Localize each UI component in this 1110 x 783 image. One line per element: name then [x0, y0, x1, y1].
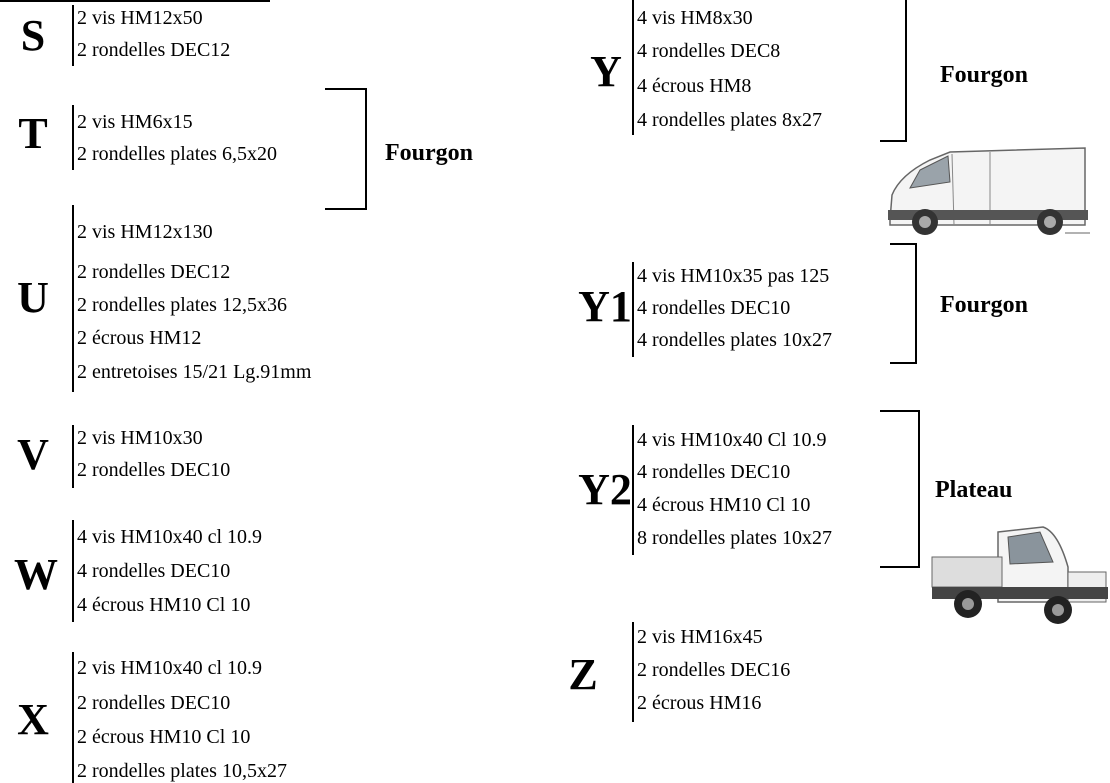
- bracket: [880, 140, 907, 142]
- bracket: [325, 208, 367, 210]
- group-bar: [632, 262, 634, 357]
- bracket: [905, 0, 907, 140]
- part-item: 4 écrous HM10 Cl 10: [77, 594, 251, 616]
- part-item: 2 entretoises 15/21 Lg.91mm: [77, 361, 312, 383]
- part-item: 2 rondelles DEC12: [77, 39, 231, 61]
- part-item: 2 rondelles plates 6,5x20: [77, 143, 277, 165]
- group-bar: [72, 520, 74, 622]
- group-bar: [632, 0, 634, 135]
- part-item: 4 rondelles DEC8: [637, 40, 781, 62]
- part-item: 2 vis HM16x45: [637, 626, 763, 648]
- group-letter: Z: [568, 650, 598, 699]
- group-letter: Y: [590, 47, 622, 96]
- part-item: 2 écrous HM16: [637, 692, 762, 714]
- group-letter: Y2: [578, 465, 632, 514]
- group-letter: U: [17, 273, 49, 322]
- group-letter: W: [14, 550, 58, 599]
- part-item: 8 rondelles plates 10x27: [637, 527, 832, 549]
- part-item: 4 vis HM8x30: [637, 7, 753, 29]
- vehicle-tag: Fourgon: [940, 62, 1029, 88]
- part-item: 4 écrous HM10 Cl 10: [637, 494, 811, 516]
- part-item: 2 vis HM12x50: [77, 7, 203, 29]
- vehicle-tag: Fourgon: [940, 292, 1029, 318]
- bracket: [918, 410, 920, 566]
- group-letter: T: [18, 109, 48, 158]
- bracket: [890, 243, 917, 245]
- part-item: 2 rondelles plates 10,5x27: [77, 760, 287, 782]
- part-item: 2 rondelles DEC10: [77, 692, 231, 714]
- part-item: 2 vis HM10x30: [77, 427, 203, 449]
- part-item: 2 vis HM12x130: [77, 221, 213, 243]
- vehicle-tag: Fourgon: [385, 140, 474, 166]
- bracket: [890, 362, 917, 364]
- part-item: 2 vis HM6x15: [77, 111, 193, 133]
- rule: [0, 0, 270, 2]
- part-item: 2 écrous HM12: [77, 327, 202, 349]
- part-item: 4 vis HM10x40 cl 10.9: [77, 526, 262, 548]
- bracket: [325, 88, 367, 90]
- bracket: [915, 243, 917, 362]
- van-image: [888, 147, 1090, 235]
- part-item: 4 rondelles plates 8x27: [637, 109, 822, 131]
- part-item: 4 rondelles DEC10: [637, 297, 791, 319]
- part-item: 2 rondelles plates 12,5x36: [77, 294, 287, 316]
- group-bar: [72, 652, 74, 783]
- group-letter: V: [17, 430, 49, 479]
- part-item: 2 rondelles DEC10: [77, 459, 231, 481]
- group-bar: [72, 425, 74, 488]
- group-letter: Y1: [578, 282, 632, 331]
- bracket: [880, 566, 920, 568]
- part-item: 2 écrous HM10 Cl 10: [77, 726, 251, 748]
- part-item: 4 vis HM10x35 pas 125: [637, 265, 830, 287]
- part-item: 4 vis HM10x40 Cl 10.9: [637, 429, 827, 451]
- bracket: [365, 88, 367, 208]
- part-item: 2 rondelles DEC16: [637, 659, 791, 681]
- group-bar: [72, 205, 74, 392]
- part-item: 4 rondelles DEC10: [77, 560, 231, 582]
- group-bar: [72, 5, 74, 66]
- vehicle-tag: Plateau: [935, 477, 1013, 503]
- part-item: 4 rondelles plates 10x27: [637, 329, 832, 351]
- group-letter: S: [20, 11, 46, 60]
- part-item: 4 écrous HM8: [637, 75, 752, 97]
- bracket: [880, 410, 920, 412]
- part-item: 2 vis HM10x40 cl 10.9: [77, 657, 262, 679]
- truck-image: [931, 526, 1108, 624]
- group-letter: X: [17, 695, 49, 744]
- part-item: 4 rondelles DEC10: [637, 461, 791, 483]
- group-bar: [632, 425, 634, 555]
- group-bar: [72, 105, 74, 170]
- group-bar: [632, 622, 634, 722]
- part-item: 2 rondelles DEC12: [77, 261, 231, 283]
